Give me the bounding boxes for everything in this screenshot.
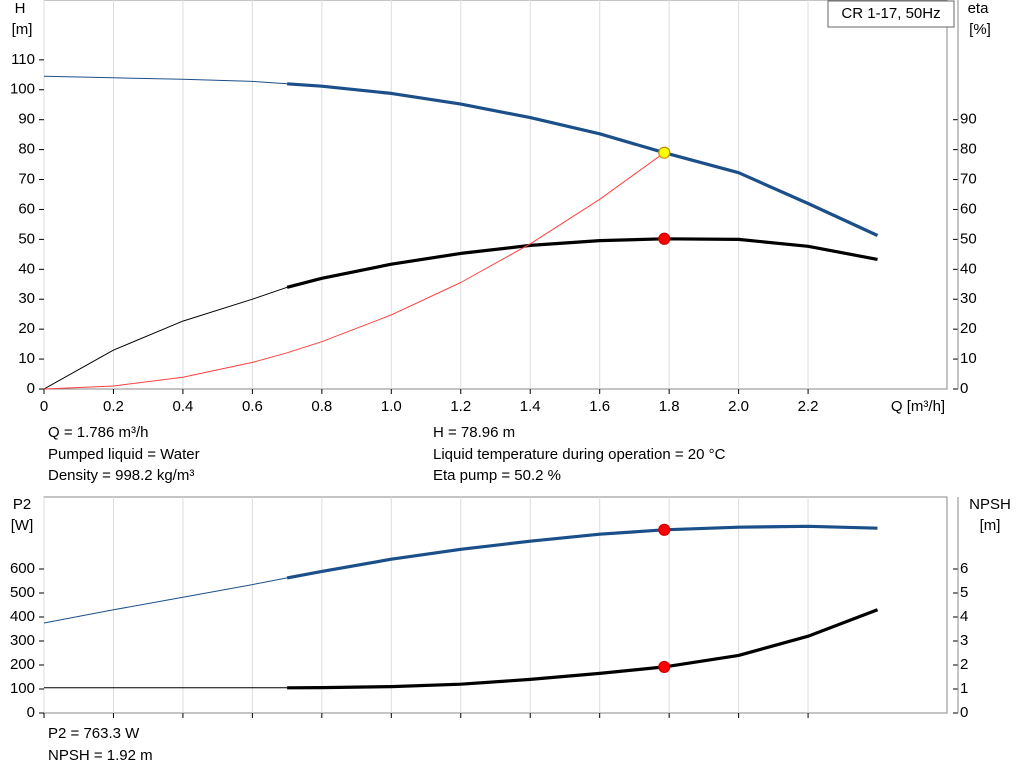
y2-tick-label: 30 (960, 290, 977, 307)
y-axis-label: H (15, 0, 26, 17)
y2-axis-label: NPSH (969, 496, 1011, 513)
annotation: Liquid temperature during operation = 20… (433, 446, 726, 463)
y2-axis-label: eta (968, 0, 990, 17)
annotation: NPSH = 1.92 m (48, 747, 153, 764)
curve (286, 82, 879, 237)
y-axis-label: [W] (11, 517, 34, 534)
y-tick-label: 20 (18, 320, 35, 337)
y-tick-label: 90 (18, 111, 35, 128)
annotation: Density = 998.2 kg/m³ (48, 467, 194, 484)
annotation: Q = 1.786 m³/h (48, 424, 148, 441)
plot-frame (43, 0, 948, 390)
x-tick-label: 0.8 (311, 398, 332, 415)
y-tick-label: 100 (10, 81, 35, 98)
y2-tick-label: 5 (960, 584, 968, 601)
y-tick-label: 70 (18, 171, 35, 188)
duty-point (658, 146, 671, 159)
annotation: P2 = 763.3 W (48, 725, 140, 742)
y-tick-label: 100 (10, 680, 35, 697)
curve-label-box (827, 0, 955, 28)
x-tick-label: 0.4 (172, 398, 193, 415)
x-axis-label: Q [m³/h] (891, 398, 945, 415)
y2-tick-label: 10 (960, 350, 977, 367)
curve (43, 75, 288, 85)
curve (287, 608, 879, 690)
y-tick-label: 110 (11, 51, 35, 68)
curve (286, 524, 878, 580)
x-tick-label: 1.8 (659, 398, 680, 415)
curve (286, 237, 878, 289)
y2-tick-label: 20 (960, 320, 977, 337)
y-tick-label: 80 (18, 141, 35, 158)
x-tick-label: 0.2 (103, 398, 124, 415)
y-tick-label: 40 (18, 260, 35, 277)
y-tick-label: 50 (18, 230, 35, 247)
y2-tick-label: 0 (960, 380, 968, 397)
x-tick-label: 0.6 (242, 398, 263, 415)
x-tick-label: 2.2 (798, 398, 819, 415)
y2-tick-label: 6 (960, 560, 968, 577)
y-tick-label: 10 (18, 350, 35, 367)
duty-point (658, 523, 671, 536)
y2-tick-label: 70 (960, 171, 977, 188)
y-tick-label: 400 (10, 608, 35, 625)
y2-tick-label: 2 (960, 656, 968, 673)
y2-axis-label: [m] (980, 517, 1001, 534)
x-tick-label: 1.6 (589, 398, 610, 415)
y-tick-label: 30 (18, 290, 35, 307)
x-tick-label: 0 (40, 398, 48, 415)
curve (43, 286, 288, 390)
y2-tick-label: 3 (960, 632, 968, 649)
y-tick-label: 600 (10, 560, 35, 577)
x-tick-label: 1.0 (381, 398, 402, 415)
y-axis-label: P2 (13, 496, 31, 513)
y2-tick-label: 90 (960, 111, 977, 128)
duty-point (658, 232, 671, 245)
y-tick-label: 500 (10, 584, 35, 601)
y2-axis-label: [%] (969, 21, 991, 38)
y-tick-label: 0 (27, 704, 35, 721)
y-tick-label: 300 (10, 632, 35, 649)
y2-tick-label: 80 (960, 141, 977, 158)
curve (43, 152, 665, 390)
annotation: H = 78.96 m (433, 424, 515, 441)
y2-tick-label: 40 (960, 260, 977, 277)
y-axis-label: [m] (12, 21, 33, 38)
y-tick-label: 60 (18, 200, 35, 217)
annotation: Eta pump = 50.2 % (433, 467, 561, 484)
x-tick-label: 1.2 (450, 398, 471, 415)
duty-point (658, 660, 671, 674)
y2-tick-label: 0 (960, 704, 968, 721)
x-tick-label: 1.4 (520, 398, 541, 415)
x-tick-label: 2.0 (728, 398, 749, 415)
y2-tick-label: 1 (960, 680, 968, 697)
y2-tick-label: 60 (960, 200, 977, 217)
curve (43, 577, 288, 624)
curve-label: CR 1-17, 50Hz (841, 5, 940, 22)
annotation: Pumped liquid = Water (48, 446, 200, 463)
y-tick-label: 200 (10, 656, 35, 673)
y2-tick-label: 4 (960, 608, 968, 625)
y2-tick-label: 50 (960, 230, 977, 247)
y-tick-label: 0 (27, 380, 35, 397)
